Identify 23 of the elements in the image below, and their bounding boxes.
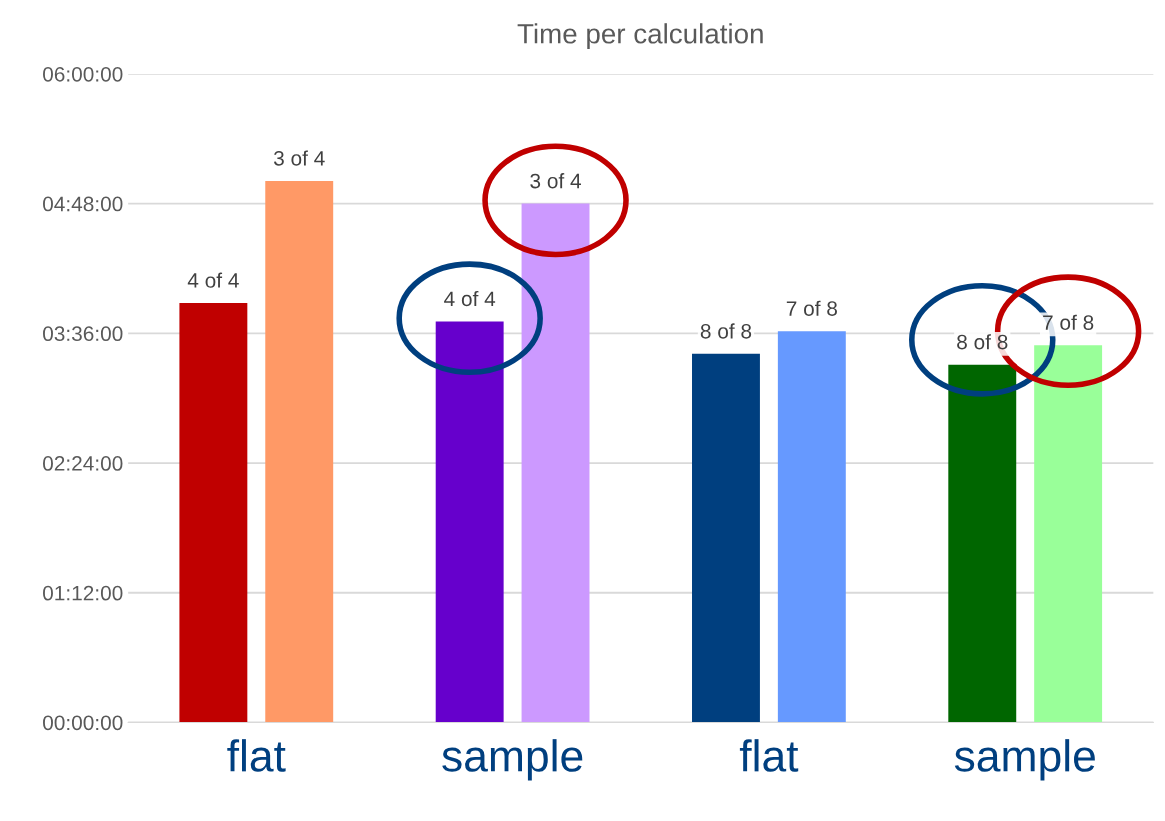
y-tick-label: 01:12:00 [43,585,123,601]
y-tick-label: 02:24:00 [43,456,123,471]
x-tick-label: flat [227,739,286,772]
bar [777,331,846,723]
annotation: 8 of 8 [700,323,752,339]
x-tick-label: sample [954,739,1095,781]
bar [179,303,248,723]
annotation: 4 of 4 [187,272,239,288]
y-tick-label: 04:48:00 [43,196,123,212]
bar [692,353,760,723]
annotation: 4 of 4 [444,290,496,307]
annotation: 3 of 4 [530,173,581,189]
bar [265,180,334,723]
annotation: 8 of 8 [957,334,1008,350]
chart-title: Time per calculation [517,23,763,50]
annotation: 7 of 8 [786,300,837,316]
x-tick-label: sample [442,739,583,781]
y-tick-label: 06:00:00 [43,66,123,82]
annotation: 3 of 4 [273,150,325,166]
y-tick-label: 03:36:00 [43,326,123,342]
x-tick-label: flat [739,739,799,772]
annotation: 7 of 8 [1043,314,1094,330]
y-tick-label: 00:00:00 [43,715,123,731]
